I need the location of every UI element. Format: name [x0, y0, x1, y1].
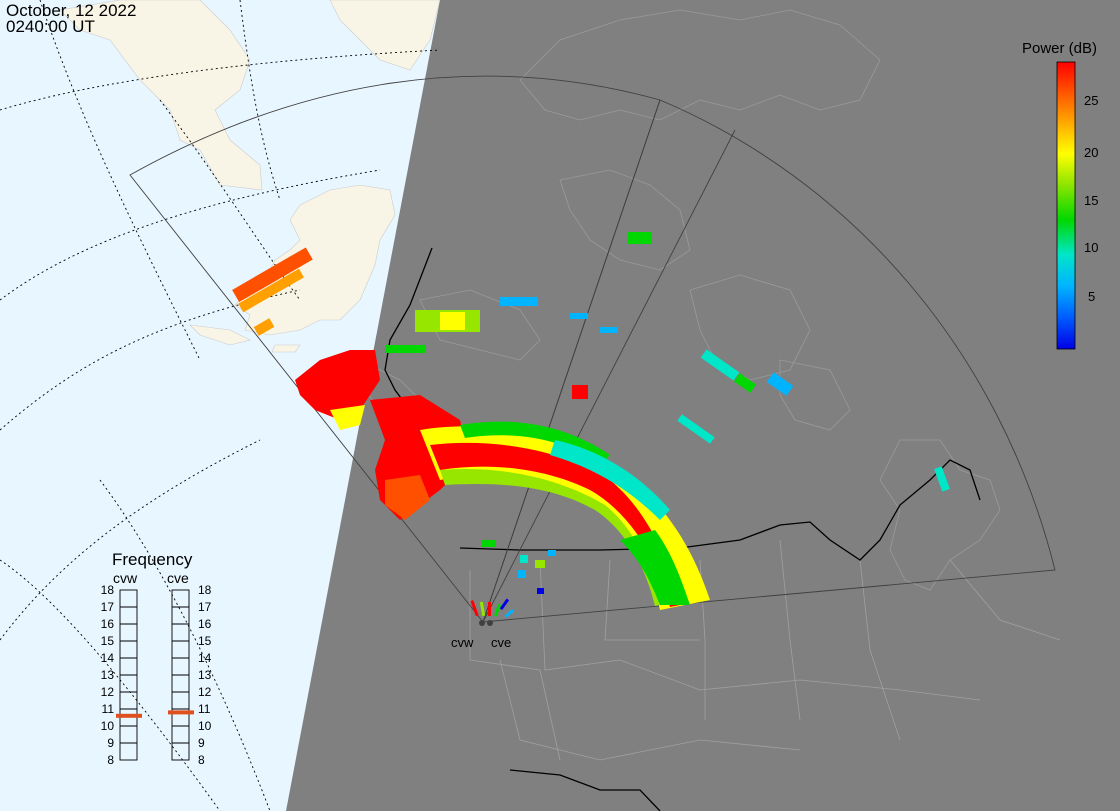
- frequency-tick-label: 13: [100, 668, 114, 682]
- site-label-cve: cve: [491, 635, 512, 650]
- frequency-tick-label: 9: [107, 736, 114, 750]
- frequency-tick-label: 9: [198, 736, 205, 750]
- freq-panel-boxes: [119, 589, 190, 761]
- radar-label-cvw: cvw: [113, 570, 138, 586]
- frequency-tick-label: 13: [198, 668, 212, 682]
- frequency-tick-label: 17: [198, 600, 212, 614]
- frequency-tick-label: 16: [100, 617, 114, 631]
- colorbar-tick: 15: [1084, 193, 1099, 208]
- night-region: [286, 0, 1120, 811]
- frequency-tick-label: 11: [198, 702, 211, 716]
- colorbar-tick: 25: [1084, 93, 1099, 108]
- site-label-cvw: cvw: [451, 635, 474, 650]
- frequency-title: Frequency: [112, 550, 193, 569]
- day-land-aleutians: [189, 324, 301, 353]
- frequency-tick-label: 15: [100, 634, 114, 648]
- site-marker-cve: [487, 620, 493, 626]
- frequency-tick-label: 12: [100, 685, 114, 699]
- frequency-tick-label: 18: [100, 583, 114, 597]
- fov-cvw-outline: [129, 75, 661, 623]
- freq-marker-cve: [168, 710, 194, 715]
- borders: [384, 247, 981, 811]
- colorbar-tick: 5: [1088, 289, 1096, 304]
- site-marker-cvw: [479, 620, 485, 626]
- frequency-tick-label: 8: [198, 753, 205, 767]
- colorbar: [1056, 61, 1076, 350]
- frequency-tick-label: 15: [198, 634, 212, 648]
- frequency-tick-label: 14: [100, 651, 114, 665]
- frequency-tick-label: 12: [198, 685, 212, 699]
- time-label: 0240:00 UT: [6, 17, 95, 36]
- frequency-tick-label: 11: [101, 702, 114, 716]
- day-land-chukotka: [59, 0, 263, 191]
- radar-label-cve: cve: [167, 570, 189, 586]
- frequency-tick-label: 14: [198, 651, 212, 665]
- frequency-tick-label: 18: [198, 583, 212, 597]
- colorbar-tick: 20: [1084, 145, 1099, 160]
- admin-lines: [469, 539, 1061, 761]
- freq-marker-cvw: [116, 713, 142, 718]
- colorbar-tick: 10: [1084, 240, 1099, 255]
- fov-cve-outline: [482, 99, 1056, 623]
- frequency-tick-label: 10: [198, 719, 212, 733]
- date-label: October, 12 2022: [6, 1, 137, 20]
- radar-fov: [129, 75, 1056, 623]
- colorbar-title: Power (dB): [1022, 40, 1098, 57]
- day-land-alaska: [234, 184, 396, 336]
- frequency-tick-label: 16: [198, 617, 212, 631]
- day-land-north: [329, 0, 441, 71]
- frequency-tick-label: 17: [100, 600, 114, 614]
- frequency-tick-label: 10: [100, 719, 114, 733]
- frequency-tick-label: 8: [107, 753, 114, 767]
- continent-outlines: [359, 9, 1001, 591]
- radar-echoes: [232, 232, 950, 618]
